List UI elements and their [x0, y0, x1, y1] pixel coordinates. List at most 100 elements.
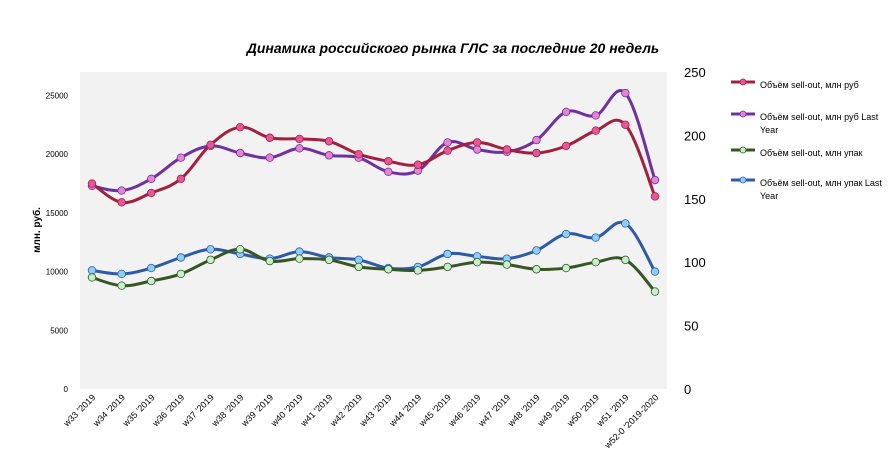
data-point — [117, 198, 126, 207]
data-point — [324, 255, 334, 265]
x-tick-label: w48 '2019 — [505, 392, 542, 429]
data-point — [176, 269, 186, 279]
data-point — [324, 151, 334, 160]
data-point — [532, 135, 541, 145]
data-point — [532, 265, 541, 274]
legend-label: Объём sell-out, млн руб — [760, 80, 859, 90]
data-point — [354, 149, 363, 159]
data-point — [591, 111, 600, 120]
x-tick-label: w35 '2019 — [120, 392, 157, 429]
data-point — [650, 287, 660, 296]
y-axis-label: млн. руб. — [31, 207, 43, 253]
x-tick-label: w47 '2019 — [476, 392, 513, 429]
data-point — [591, 258, 600, 267]
data-point — [147, 174, 156, 184]
right-tick-label: 150 — [684, 192, 706, 207]
legend-item: Объём sell-out, млн руб — [728, 74, 895, 106]
legend-swatch — [731, 176, 755, 184]
data-point — [621, 88, 630, 98]
data-point — [295, 134, 304, 144]
left-tick-label: 15000 — [46, 209, 69, 218]
data-point — [413, 160, 423, 169]
legend-item: Объём sell-out, млн упак Last Year — [728, 172, 895, 202]
series-markers — [87, 88, 660, 296]
data-point — [650, 267, 660, 276]
x-tick-label: w37 '2019 — [179, 392, 216, 429]
data-point — [443, 146, 452, 155]
x-tick-label: w38 '2019 — [209, 392, 246, 429]
x-tick-label: w42 '2019 — [327, 392, 364, 429]
data-point — [176, 253, 186, 262]
legend-label: Объём sell-out, млн упак Last Year — [760, 178, 882, 201]
data-point — [561, 229, 571, 239]
data-point — [324, 137, 334, 146]
data-point — [147, 188, 156, 198]
right-axis-ticks: 0 50 100 150 200 250 — [684, 65, 706, 397]
data-point — [650, 175, 660, 185]
data-point — [265, 133, 274, 142]
data-point — [384, 167, 393, 176]
x-tick-label: w46 '2019 — [446, 392, 483, 429]
data-point — [87, 273, 97, 282]
data-point — [87, 266, 97, 275]
x-tick-label: w39 '2019 — [239, 392, 276, 429]
x-tick-label: w44 '2019 — [387, 392, 424, 429]
data-point — [591, 126, 600, 135]
data-point — [502, 260, 512, 269]
data-point — [473, 145, 482, 154]
data-point — [621, 219, 630, 228]
right-tick-label: 100 — [684, 255, 706, 270]
data-point — [117, 281, 126, 290]
data-point — [117, 186, 126, 195]
right-tick-label: 200 — [684, 128, 706, 143]
data-point — [117, 269, 126, 279]
data-point — [265, 256, 274, 266]
data-point — [235, 122, 245, 132]
x-tick-label: w41 '2019 — [298, 392, 335, 429]
data-point — [354, 255, 363, 265]
data-point — [235, 148, 245, 158]
right-tick-label: 50 — [684, 319, 698, 334]
data-point — [295, 254, 304, 263]
data-point — [206, 140, 215, 149]
data-point — [384, 265, 393, 274]
data-point — [413, 266, 423, 275]
plot-area — [80, 72, 667, 389]
data-point — [532, 246, 541, 255]
chart-title: Динамика российского рынка ГЛС за послед… — [246, 40, 660, 56]
data-point — [561, 107, 571, 117]
left-tick-label: 5000 — [50, 326, 68, 335]
legend: Объём sell-out, млн руб Объём sell-out, м… — [728, 74, 895, 202]
data-point — [650, 192, 660, 201]
left-tick-label: 25000 — [46, 91, 69, 100]
data-point — [147, 263, 156, 273]
x-tick-label: w50 '2019 — [565, 392, 602, 429]
x-tick-label: w36 '2019 — [150, 392, 187, 429]
x-tick-label: w33 '2019 — [61, 392, 98, 429]
data-point — [206, 255, 215, 265]
right-tick-label: 0 — [684, 382, 691, 397]
x-tick-label: w43 '2019 — [357, 392, 394, 429]
legend-swatch — [731, 110, 755, 118]
x-tick-label: w52-0 '2019-2020 — [602, 392, 661, 451]
data-point — [176, 153, 186, 162]
x-tick-label: w34 '2019 — [90, 392, 127, 429]
data-point — [443, 262, 452, 272]
data-point — [206, 245, 215, 254]
legend-item: Объём sell-out, млн упак — [728, 142, 895, 172]
left-tick-label: 0 — [64, 385, 69, 394]
left-axis-ticks: 0 5000 10000 15000 20000 25000 — [46, 91, 69, 394]
legend-swatch — [731, 146, 755, 154]
data-point — [561, 263, 571, 273]
data-point — [621, 255, 630, 265]
data-point — [384, 157, 393, 166]
left-tick-label: 10000 — [46, 268, 69, 277]
x-tick-label: w40 '2019 — [268, 392, 305, 429]
data-point — [532, 148, 541, 158]
legend-label: Объём sell-out, млн руб Last Year — [760, 112, 879, 135]
data-point — [443, 249, 452, 259]
legend-label: Объём sell-out, млн упак — [760, 148, 863, 158]
data-point — [591, 233, 600, 242]
